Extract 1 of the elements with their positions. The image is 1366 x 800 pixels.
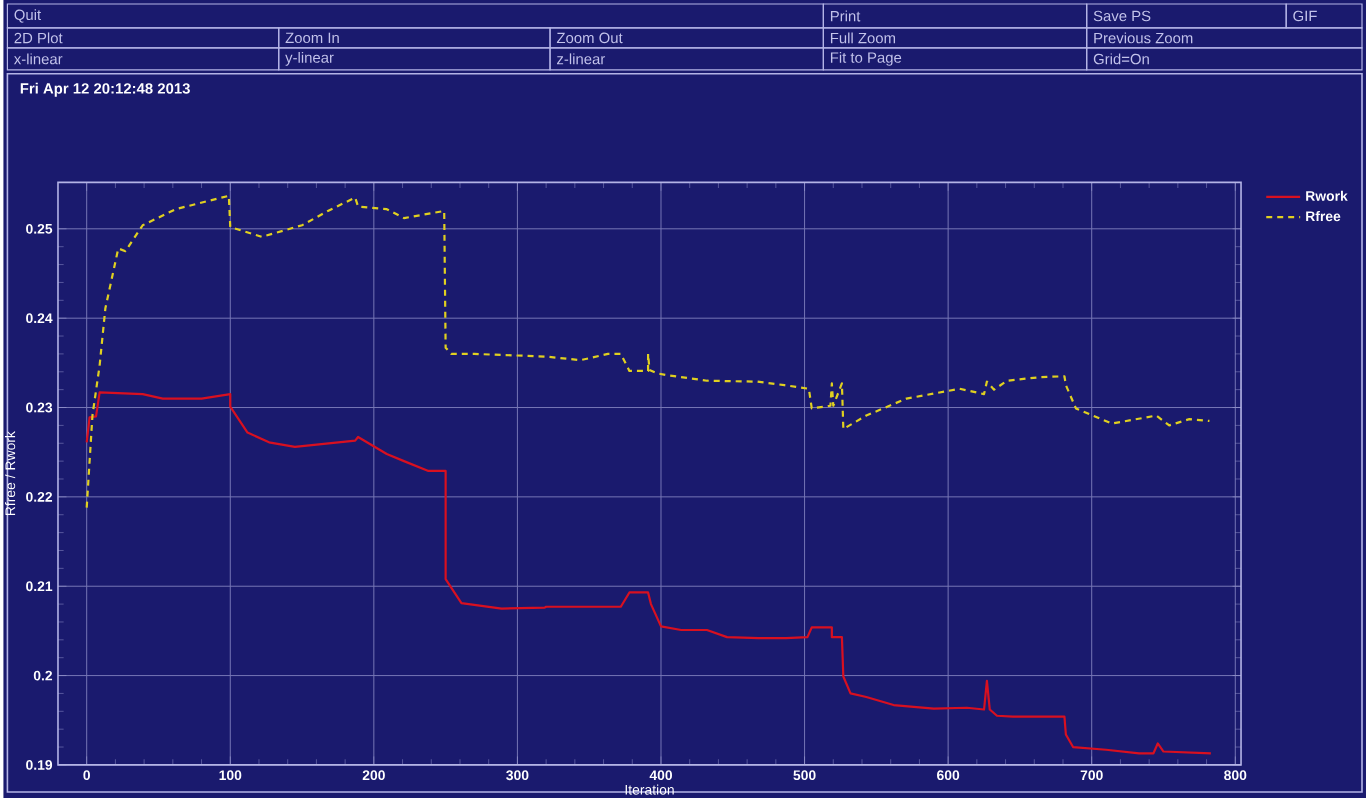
line-series xyxy=(85,194,1211,509)
